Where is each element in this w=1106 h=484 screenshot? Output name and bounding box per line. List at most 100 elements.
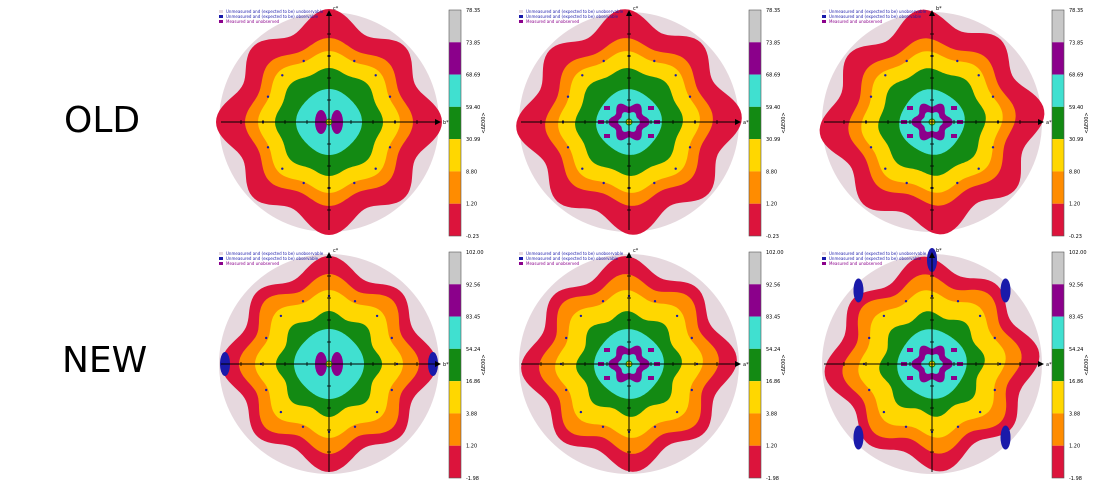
chart-plot: b* a*	[819, 6, 1052, 235]
observable-dot	[884, 167, 887, 170]
colorbar-tick-label: 1.20	[1069, 444, 1080, 450]
legend-swatch	[219, 262, 223, 265]
legend-swatch	[822, 257, 826, 260]
legend-entry: Unmeasured and (expected to be) observab…	[226, 256, 319, 261]
observable-dot	[375, 410, 379, 414]
colorbar-tick-label: 92.56	[466, 282, 480, 288]
observable-dot	[266, 146, 270, 149]
colorbar-segment	[449, 252, 461, 285]
horizontal-axis-label: b*	[443, 362, 449, 368]
observable-dot	[566, 95, 570, 98]
axis-arrow	[1038, 361, 1044, 367]
colorbar-segment	[1052, 10, 1064, 43]
colorbar-tick-label: 78.35	[466, 8, 480, 14]
row-label-old: OLD	[64, 100, 141, 141]
observable-dot	[905, 59, 908, 63]
observable-dot	[302, 59, 305, 63]
colorbar-tick-label: 83.45	[766, 315, 780, 321]
colorbar-tick-label: 68.69	[766, 73, 780, 79]
observable-dot	[993, 336, 996, 340]
colorbar-tick-label: 1.20	[766, 444, 777, 450]
colorbar-tick-label: -1.98	[1069, 476, 1082, 482]
colorbar-tick-label: 54.24	[766, 347, 780, 353]
axis-arrow	[326, 252, 332, 258]
colorbar-tick-label: 16.86	[766, 379, 780, 385]
legend-entry: Unmeasured and (expected to be) observab…	[526, 256, 619, 261]
colorbar: 78.35 73.85 68.69 59.40 30.99 8.80 1.20 -0.23 <Δ…	[448, 8, 487, 240]
legend-entry: Unmeasured and (expected to be) unobserv…	[829, 251, 927, 256]
legend-swatch	[519, 10, 523, 13]
observable-dot	[869, 146, 873, 149]
observable-dot	[956, 425, 960, 428]
observable-dot	[882, 410, 886, 414]
observable-dot	[868, 388, 871, 392]
observable-dot	[690, 388, 693, 392]
observable-dot	[565, 388, 568, 392]
chart-legend: Unmeasured and (expected to be) unobserv…	[519, 9, 624, 24]
axis-arrow	[929, 10, 935, 16]
colorbar-segment	[1052, 42, 1064, 75]
colorbar-frame	[1051, 251, 1065, 479]
colorbar-segment	[449, 413, 461, 446]
colorbar-frame	[748, 9, 762, 237]
chart-legend: Unmeasured and (expected to be) unobserv…	[219, 9, 324, 24]
observable-dot	[653, 425, 657, 428]
observable-dot	[884, 74, 887, 77]
colorbar-segment	[1052, 381, 1064, 414]
colorbar-segment	[1052, 413, 1064, 446]
observable-dot	[653, 181, 656, 185]
purple-spot	[648, 106, 654, 110]
observable-dot	[374, 74, 377, 77]
legend-entry: Unmeasured and (expected to be) observab…	[829, 256, 922, 261]
observable-dot	[566, 146, 570, 149]
legend-entry: Unmeasured and (expected to be) observab…	[226, 14, 319, 19]
legend-entry: Unmeasured and (expected to be) unobserv…	[829, 9, 927, 14]
purple-spot	[604, 134, 610, 138]
colorbar-segment	[449, 10, 461, 43]
colorbar-segment	[749, 348, 761, 382]
colorbar-segment	[749, 381, 761, 414]
observable-dot	[688, 95, 692, 98]
colorbar: 102.00 92.56 83.45 54.24 16.86 3.88 1.20 -1.98 <…	[748, 250, 787, 482]
observable-dot	[388, 146, 392, 149]
purple-spot	[951, 134, 957, 138]
observable-dot	[602, 59, 605, 63]
observable-dot	[956, 59, 959, 63]
observable-dot	[675, 314, 679, 318]
observable-dot	[956, 300, 960, 303]
axis-arrow	[435, 119, 441, 125]
colorbar-segment	[749, 42, 761, 75]
chart-legend: Unmeasured and (expected to be) unobserv…	[519, 251, 624, 266]
observable-dot	[956, 181, 959, 185]
observable-dot	[674, 167, 677, 170]
observable-dot	[674, 74, 677, 77]
colorbar-label: <ΔE00>	[781, 354, 787, 375]
colorbar-tick-label: 83.45	[466, 315, 480, 321]
observable-dot	[904, 425, 908, 428]
row-label-new: NEW	[62, 340, 148, 381]
observable-dot	[991, 146, 995, 149]
legend-entry: Measured and unobserved	[526, 19, 580, 24]
colorbar-segment	[749, 252, 761, 285]
axis-arrow	[735, 119, 741, 125]
colorbar-tick-label: 1.20	[466, 202, 477, 208]
observable-dot	[581, 74, 584, 77]
observable-dot	[579, 410, 583, 414]
purple-spot	[907, 348, 913, 352]
legend-entry: Measured and unobserved	[526, 261, 580, 266]
colorbar-tick-label: 8.80	[766, 169, 777, 175]
chart-plot: c* b*	[216, 6, 449, 235]
legend-swatch	[219, 15, 223, 18]
colorbar-tick-label: 102.00	[1069, 250, 1087, 256]
legend-entry: Measured and unobserved	[226, 261, 280, 266]
colorbar-segment	[1052, 74, 1064, 107]
observable-dot	[266, 95, 270, 98]
colorbar-tick-label: 73.85	[466, 40, 480, 46]
legend-entry: Unmeasured and (expected to be) observab…	[526, 14, 619, 19]
purple-spot	[604, 376, 610, 380]
colorbar-tick-label: 102.00	[466, 250, 484, 256]
colorbar-tick-label: -0.23	[766, 234, 779, 240]
vertical-axis-label: b*	[936, 6, 942, 12]
colorbar-tick-label: 3.88	[466, 411, 477, 417]
purple-spot	[951, 376, 957, 380]
